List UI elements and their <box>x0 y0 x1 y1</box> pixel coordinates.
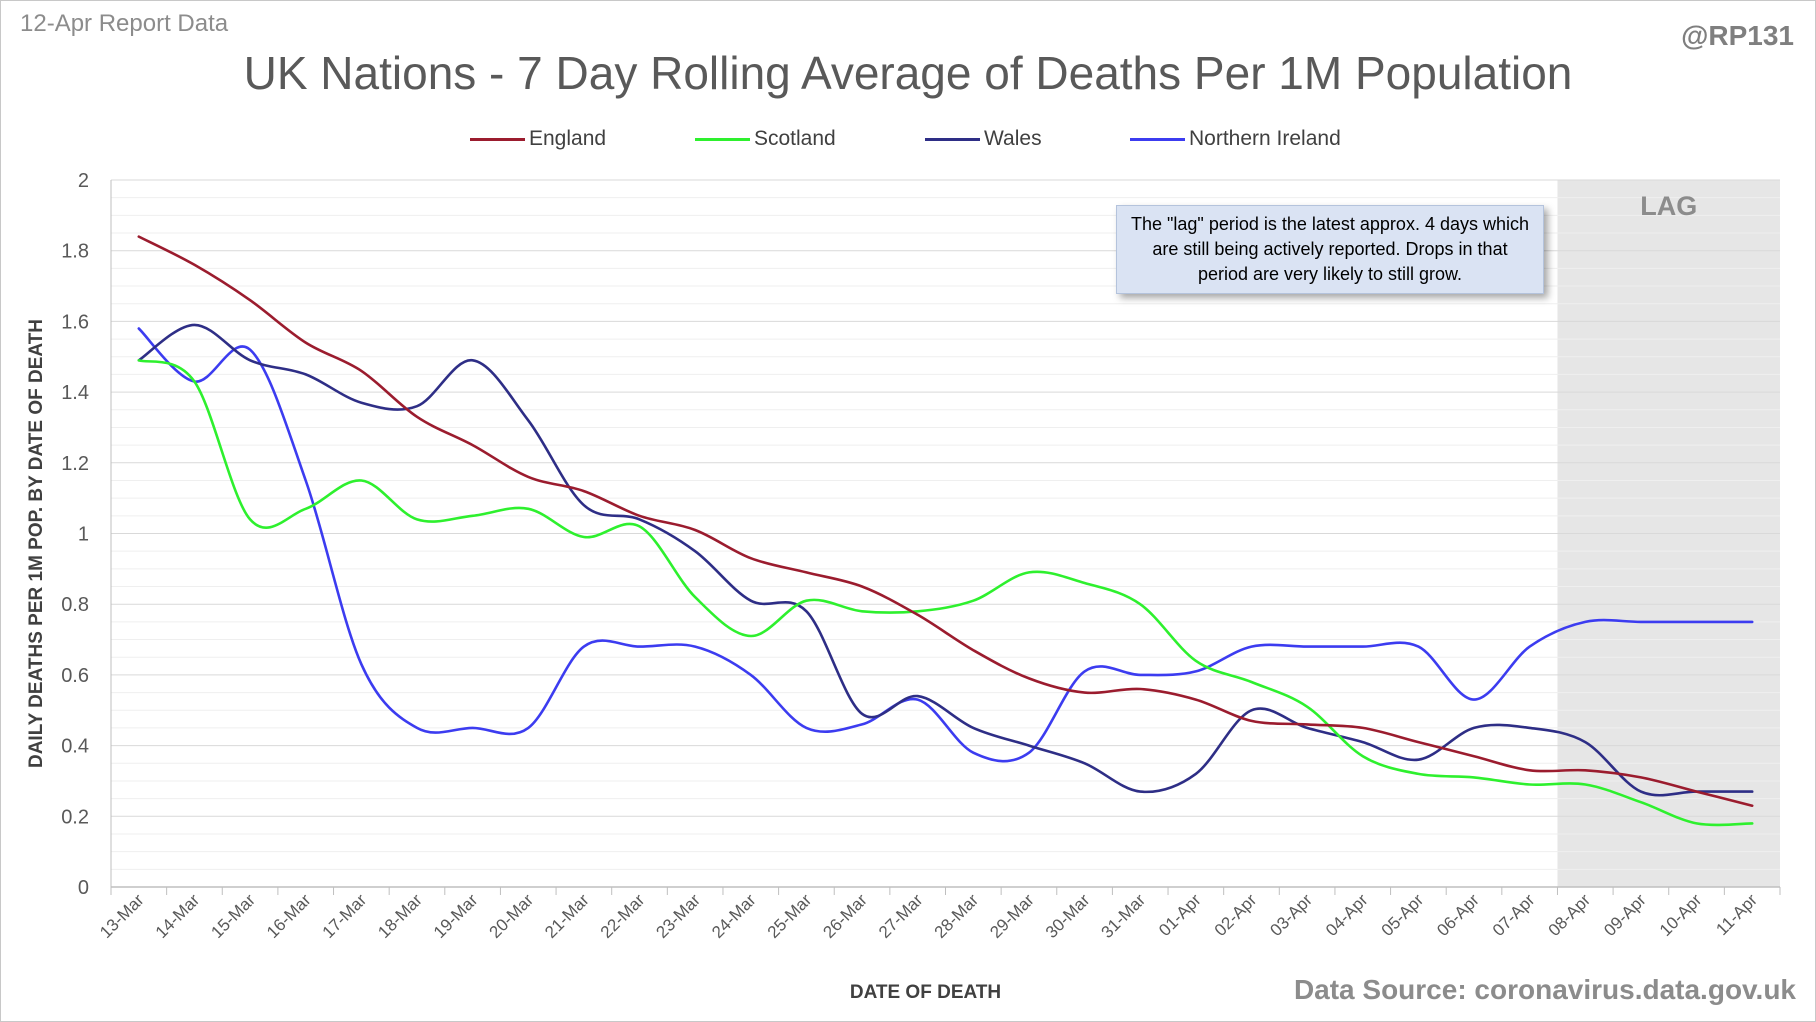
x-tick-label: 10-Apr <box>1656 890 1706 940</box>
x-tick-label: 09-Apr <box>1600 890 1650 940</box>
legend-item-wales: Wales <box>925 124 1130 154</box>
legend-swatch-england <box>470 137 525 141</box>
legend-label-scotland: Scotland <box>754 127 836 150</box>
lag-annotation-note: The "lag" period is the latest approx. 4… <box>1116 205 1544 294</box>
x-tick-label: 19-Mar <box>430 890 482 942</box>
y-tick-label: 2 <box>78 170 89 192</box>
legend-label-england: England <box>529 127 607 150</box>
y-tick-label: 0.6 <box>61 665 89 687</box>
legend-swatch-wales <box>925 137 980 141</box>
x-tick-label: 24-Mar <box>708 890 760 942</box>
x-axis-title: DATE OF DEATH <box>850 982 1001 1003</box>
x-tick-label: 15-Mar <box>207 890 259 942</box>
x-tick-label: 22-Mar <box>597 890 649 942</box>
x-tick-label: 23-Mar <box>652 890 704 942</box>
x-tick-label: 04-Apr <box>1322 890 1372 940</box>
y-tick-label: 1.8 <box>61 241 89 263</box>
x-tick-label: 18-Mar <box>374 890 426 942</box>
legend-item-scotland: Scotland <box>695 124 925 154</box>
series-line-northern-ireland <box>137 327 1754 763</box>
x-tick-label: 30-Mar <box>1042 890 1094 942</box>
chart-title: UK Nations - 7 Day Rolling Average of De… <box>243 47 1573 99</box>
legend-swatch-scotland <box>695 137 750 141</box>
x-tick-label: 05-Apr <box>1378 890 1428 940</box>
x-tick-label: 31-Mar <box>1098 890 1150 942</box>
y-tick-label: 1.6 <box>61 311 89 333</box>
y-tick-label: 0 <box>78 877 89 899</box>
data-source-label: Data Source: coronavirus.data.gov.uk <box>1293 974 1796 1005</box>
y-tick-label: 0.2 <box>61 806 89 828</box>
y-tick-label: 0.4 <box>61 736 89 758</box>
x-tick-label: 21-Mar <box>541 890 593 942</box>
y-axis-title: DAILY DEATHS PER 1M POP. BY DATE OF DEAT… <box>26 319 47 768</box>
report-date-label: 12-Apr Report Data <box>20 10 229 37</box>
x-tick-label: 02-Apr <box>1211 890 1261 940</box>
series-line-scotland <box>137 359 1754 827</box>
y-tick-label: 0.8 <box>61 594 89 616</box>
legend: England Scotland Wales Northern Ireland <box>470 124 1341 154</box>
y-tick-label: 1.4 <box>61 382 89 404</box>
legend-item-northern-ireland: Northern Ireland <box>1130 124 1341 154</box>
legend-label-northern-ireland: Northern Ireland <box>1189 127 1341 150</box>
x-tick-label: 17-Mar <box>319 890 371 942</box>
legend-swatch-northern-ireland <box>1130 137 1185 141</box>
x-tick-label: 14-Mar <box>152 890 204 942</box>
y-tick-label: 1 <box>78 524 89 546</box>
x-tick-label: 11-Apr <box>1712 890 1761 939</box>
lag-region-label: LAG <box>1640 191 1697 221</box>
legend-item-england: England <box>470 124 695 154</box>
x-tick-label: 08-Apr <box>1545 890 1595 940</box>
author-handle: @RP131 <box>1681 20 1794 51</box>
x-tick-label: 13-Mar <box>96 890 148 942</box>
x-tick-label: 28-Mar <box>931 890 983 942</box>
y-tick-label: 1.2 <box>61 453 89 475</box>
series-line-wales <box>137 323 1754 797</box>
x-tick-label: 06-Apr <box>1433 890 1483 940</box>
legend-label-wales: Wales <box>984 127 1042 150</box>
x-tick-label: 07-Apr <box>1489 890 1539 940</box>
x-tick-label: 20-Mar <box>486 890 538 942</box>
x-tick-label: 26-Mar <box>819 890 871 942</box>
x-tick-label: 03-Apr <box>1266 890 1316 940</box>
x-tick-label: 25-Mar <box>764 890 816 942</box>
x-tick-label: 29-Mar <box>986 890 1038 942</box>
x-tick-label: 27-Mar <box>875 890 927 942</box>
series-line-england <box>137 235 1754 807</box>
x-tick-label: 01-Apr <box>1155 890 1205 940</box>
x-tick-label: 16-Mar <box>263 890 315 942</box>
